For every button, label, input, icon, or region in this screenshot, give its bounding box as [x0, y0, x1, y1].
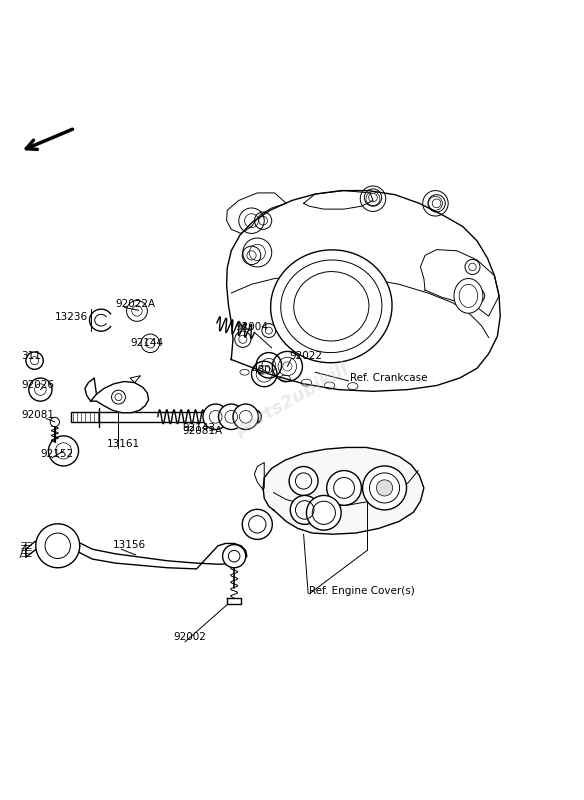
Circle shape [203, 404, 228, 430]
Circle shape [36, 524, 79, 568]
Circle shape [289, 466, 318, 495]
Text: 13156: 13156 [113, 540, 146, 550]
Text: 92081A: 92081A [182, 426, 223, 436]
Polygon shape [263, 447, 424, 534]
Ellipse shape [270, 250, 392, 362]
Text: 311: 311 [21, 350, 41, 361]
Circle shape [50, 418, 60, 426]
Circle shape [223, 545, 246, 568]
Polygon shape [227, 190, 500, 391]
Text: 92022: 92022 [289, 350, 322, 361]
Circle shape [307, 495, 341, 530]
Circle shape [248, 410, 262, 424]
Polygon shape [227, 598, 241, 604]
Circle shape [233, 404, 259, 430]
Text: 92143: 92143 [182, 423, 215, 433]
Polygon shape [130, 376, 140, 382]
Text: 480: 480 [252, 365, 271, 374]
Polygon shape [85, 378, 96, 401]
Text: 92022A: 92022A [116, 299, 156, 309]
Circle shape [326, 470, 361, 506]
Text: 13161: 13161 [107, 439, 140, 449]
Text: 13236: 13236 [55, 312, 88, 322]
Polygon shape [91, 382, 148, 413]
Text: 92152: 92152 [40, 449, 74, 459]
Polygon shape [71, 411, 255, 422]
Circle shape [363, 466, 406, 510]
Polygon shape [26, 537, 247, 569]
Text: 92144: 92144 [130, 338, 163, 348]
Text: 92004: 92004 [235, 322, 268, 332]
Text: Ref. Engine Cover(s): Ref. Engine Cover(s) [310, 586, 415, 595]
Ellipse shape [454, 278, 483, 314]
Text: parts2ubikill: parts2ubikill [232, 360, 352, 440]
Circle shape [218, 404, 244, 430]
Circle shape [242, 510, 272, 539]
Text: 92002: 92002 [173, 632, 206, 642]
Text: 92081: 92081 [21, 410, 54, 420]
Text: Ref. Crankcase: Ref. Crankcase [350, 373, 427, 382]
Text: 92026: 92026 [21, 379, 54, 390]
Circle shape [377, 480, 392, 496]
Circle shape [290, 495, 319, 524]
